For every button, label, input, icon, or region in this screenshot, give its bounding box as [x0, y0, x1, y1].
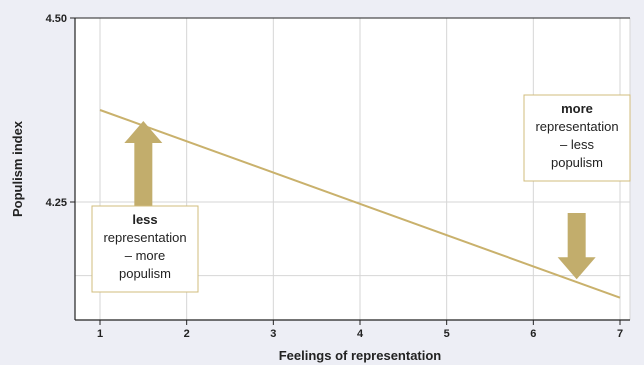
series — [99, 109, 621, 299]
x-axis-title: Feelings of representation — [279, 348, 442, 363]
x-tick-label: 3 — [270, 328, 276, 340]
annotation-line: more — [561, 101, 593, 116]
annotation-box — [91, 205, 199, 293]
annotation-line: – more — [125, 248, 165, 263]
x-tick-label: 1 — [97, 328, 103, 340]
annotation-box — [523, 94, 631, 182]
y-ticks: 4.50 4.25 — [46, 13, 75, 209]
x-tick-label: 5 — [444, 328, 450, 340]
annotation-line: representation — [103, 230, 186, 245]
x-tick-label: 4 — [357, 328, 364, 340]
x-ticks: 1 2 3 4 5 6 7 — [97, 320, 623, 340]
annotation-line: populism — [551, 155, 603, 170]
arrow-up-icon — [124, 121, 163, 232]
y-axis-title: Populism index — [10, 120, 25, 217]
x-tick-label: 6 — [530, 328, 536, 340]
y-tick-label: 4.50 — [46, 13, 67, 25]
series-line — [99, 109, 621, 299]
annotation-line: – less — [560, 137, 594, 152]
annotations: less representation – more populism more repr… — [91, 94, 631, 293]
annotation-line: populism — [119, 266, 171, 281]
axes — [74, 18, 630, 321]
more-box-group: more representation – less populism — [523, 94, 631, 280]
less-box-group: less representation – more populism — [91, 121, 199, 293]
annotation-line: less — [132, 212, 157, 227]
annotation-line: representation — [535, 119, 618, 134]
x-tick-label: 7 — [617, 328, 623, 340]
arrow-down-icon — [557, 213, 596, 280]
x-tick-label: 2 — [184, 328, 190, 340]
y-tick-label: 4.25 — [46, 197, 67, 209]
